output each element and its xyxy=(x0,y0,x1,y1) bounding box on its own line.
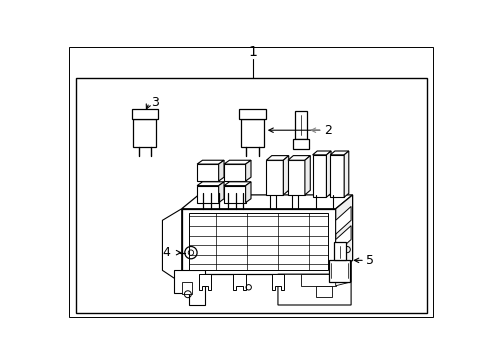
Polygon shape xyxy=(182,195,352,209)
Polygon shape xyxy=(174,270,204,305)
Text: 4: 4 xyxy=(162,246,170,259)
Polygon shape xyxy=(162,209,182,278)
Polygon shape xyxy=(197,186,218,203)
Bar xyxy=(293,139,308,149)
Polygon shape xyxy=(329,151,348,155)
Polygon shape xyxy=(335,206,350,234)
Polygon shape xyxy=(266,156,288,160)
Polygon shape xyxy=(312,155,326,197)
Polygon shape xyxy=(218,182,224,203)
Polygon shape xyxy=(335,260,350,286)
Polygon shape xyxy=(305,156,310,195)
Bar xyxy=(241,119,264,147)
Polygon shape xyxy=(301,274,335,286)
Polygon shape xyxy=(344,151,348,197)
Polygon shape xyxy=(287,160,305,195)
Polygon shape xyxy=(316,286,331,297)
Bar xyxy=(294,111,306,139)
Polygon shape xyxy=(312,151,330,155)
Polygon shape xyxy=(198,274,210,289)
Text: 1: 1 xyxy=(247,45,257,59)
Polygon shape xyxy=(326,151,330,197)
Polygon shape xyxy=(224,186,245,203)
Polygon shape xyxy=(287,156,310,160)
Bar xyxy=(131,109,158,119)
Polygon shape xyxy=(329,155,344,197)
Polygon shape xyxy=(197,182,224,186)
Text: 3: 3 xyxy=(151,96,159,109)
Polygon shape xyxy=(224,160,250,164)
Polygon shape xyxy=(224,182,250,186)
Polygon shape xyxy=(271,274,284,289)
Polygon shape xyxy=(245,160,250,181)
Polygon shape xyxy=(224,164,245,181)
Bar xyxy=(333,242,345,260)
Bar xyxy=(182,282,192,294)
Polygon shape xyxy=(283,156,288,195)
Bar xyxy=(239,109,265,119)
Bar xyxy=(328,260,349,282)
Text: 5: 5 xyxy=(366,254,374,267)
Bar xyxy=(76,78,426,313)
Polygon shape xyxy=(218,160,224,181)
Polygon shape xyxy=(182,209,335,274)
Polygon shape xyxy=(245,182,250,203)
Bar xyxy=(189,213,327,270)
Polygon shape xyxy=(277,260,350,305)
Polygon shape xyxy=(197,164,218,181)
Polygon shape xyxy=(335,226,350,253)
Text: 2: 2 xyxy=(324,124,331,137)
Polygon shape xyxy=(197,160,224,164)
Polygon shape xyxy=(233,274,245,289)
Bar xyxy=(133,119,156,147)
Polygon shape xyxy=(335,195,352,274)
Polygon shape xyxy=(266,160,283,195)
